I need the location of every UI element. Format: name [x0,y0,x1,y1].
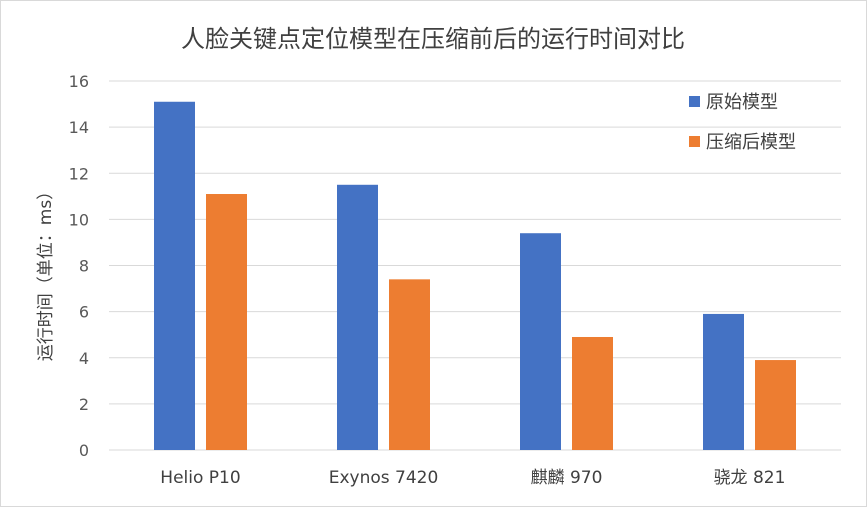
legend-swatch [689,136,700,147]
bar-original-3 [703,313,744,450]
y-tick-label: 8 [79,257,89,276]
y-tick-label: 10 [69,210,89,229]
y-tick-label: 14 [69,118,89,137]
legend-label: 压缩后模型 [706,132,796,153]
bar-original-1 [337,184,378,450]
x-category-label: 骁龙 821 [714,468,786,488]
bar-compressed-3 [755,360,796,450]
bars [154,101,796,450]
y-axis-label: 运行时间（单位：ms） [36,183,56,361]
legend-swatch [689,96,700,107]
y-tick-label: 2 [79,395,89,414]
legend-label: 原始模型 [706,92,778,113]
bar-compressed-1 [389,279,430,450]
y-tick-label: 16 [69,72,89,91]
x-category-label: Exynos 7420 [329,468,439,488]
y-tick-label: 6 [79,303,89,322]
bar-compressed-0 [206,194,247,450]
bar-compressed-2 [572,336,613,450]
y-tick-label: 0 [79,441,89,460]
bar-original-2 [520,233,561,450]
bar-original-0 [154,101,195,450]
x-category-label: Helio P10 [160,468,240,488]
y-axis-ticks: 0 2 4 6 8 10 12 14 16 [69,72,89,460]
x-category-label: 麒麟 970 [531,468,603,488]
x-axis-labels: Helio P10 Exynos 7420 麒麟 970 骁龙 821 [160,468,785,488]
y-tick-label: 4 [79,349,89,368]
y-tick-label: 12 [69,164,89,183]
chart-title: 人脸关键点定位模型在压缩前后的运行时间对比 [181,25,685,53]
